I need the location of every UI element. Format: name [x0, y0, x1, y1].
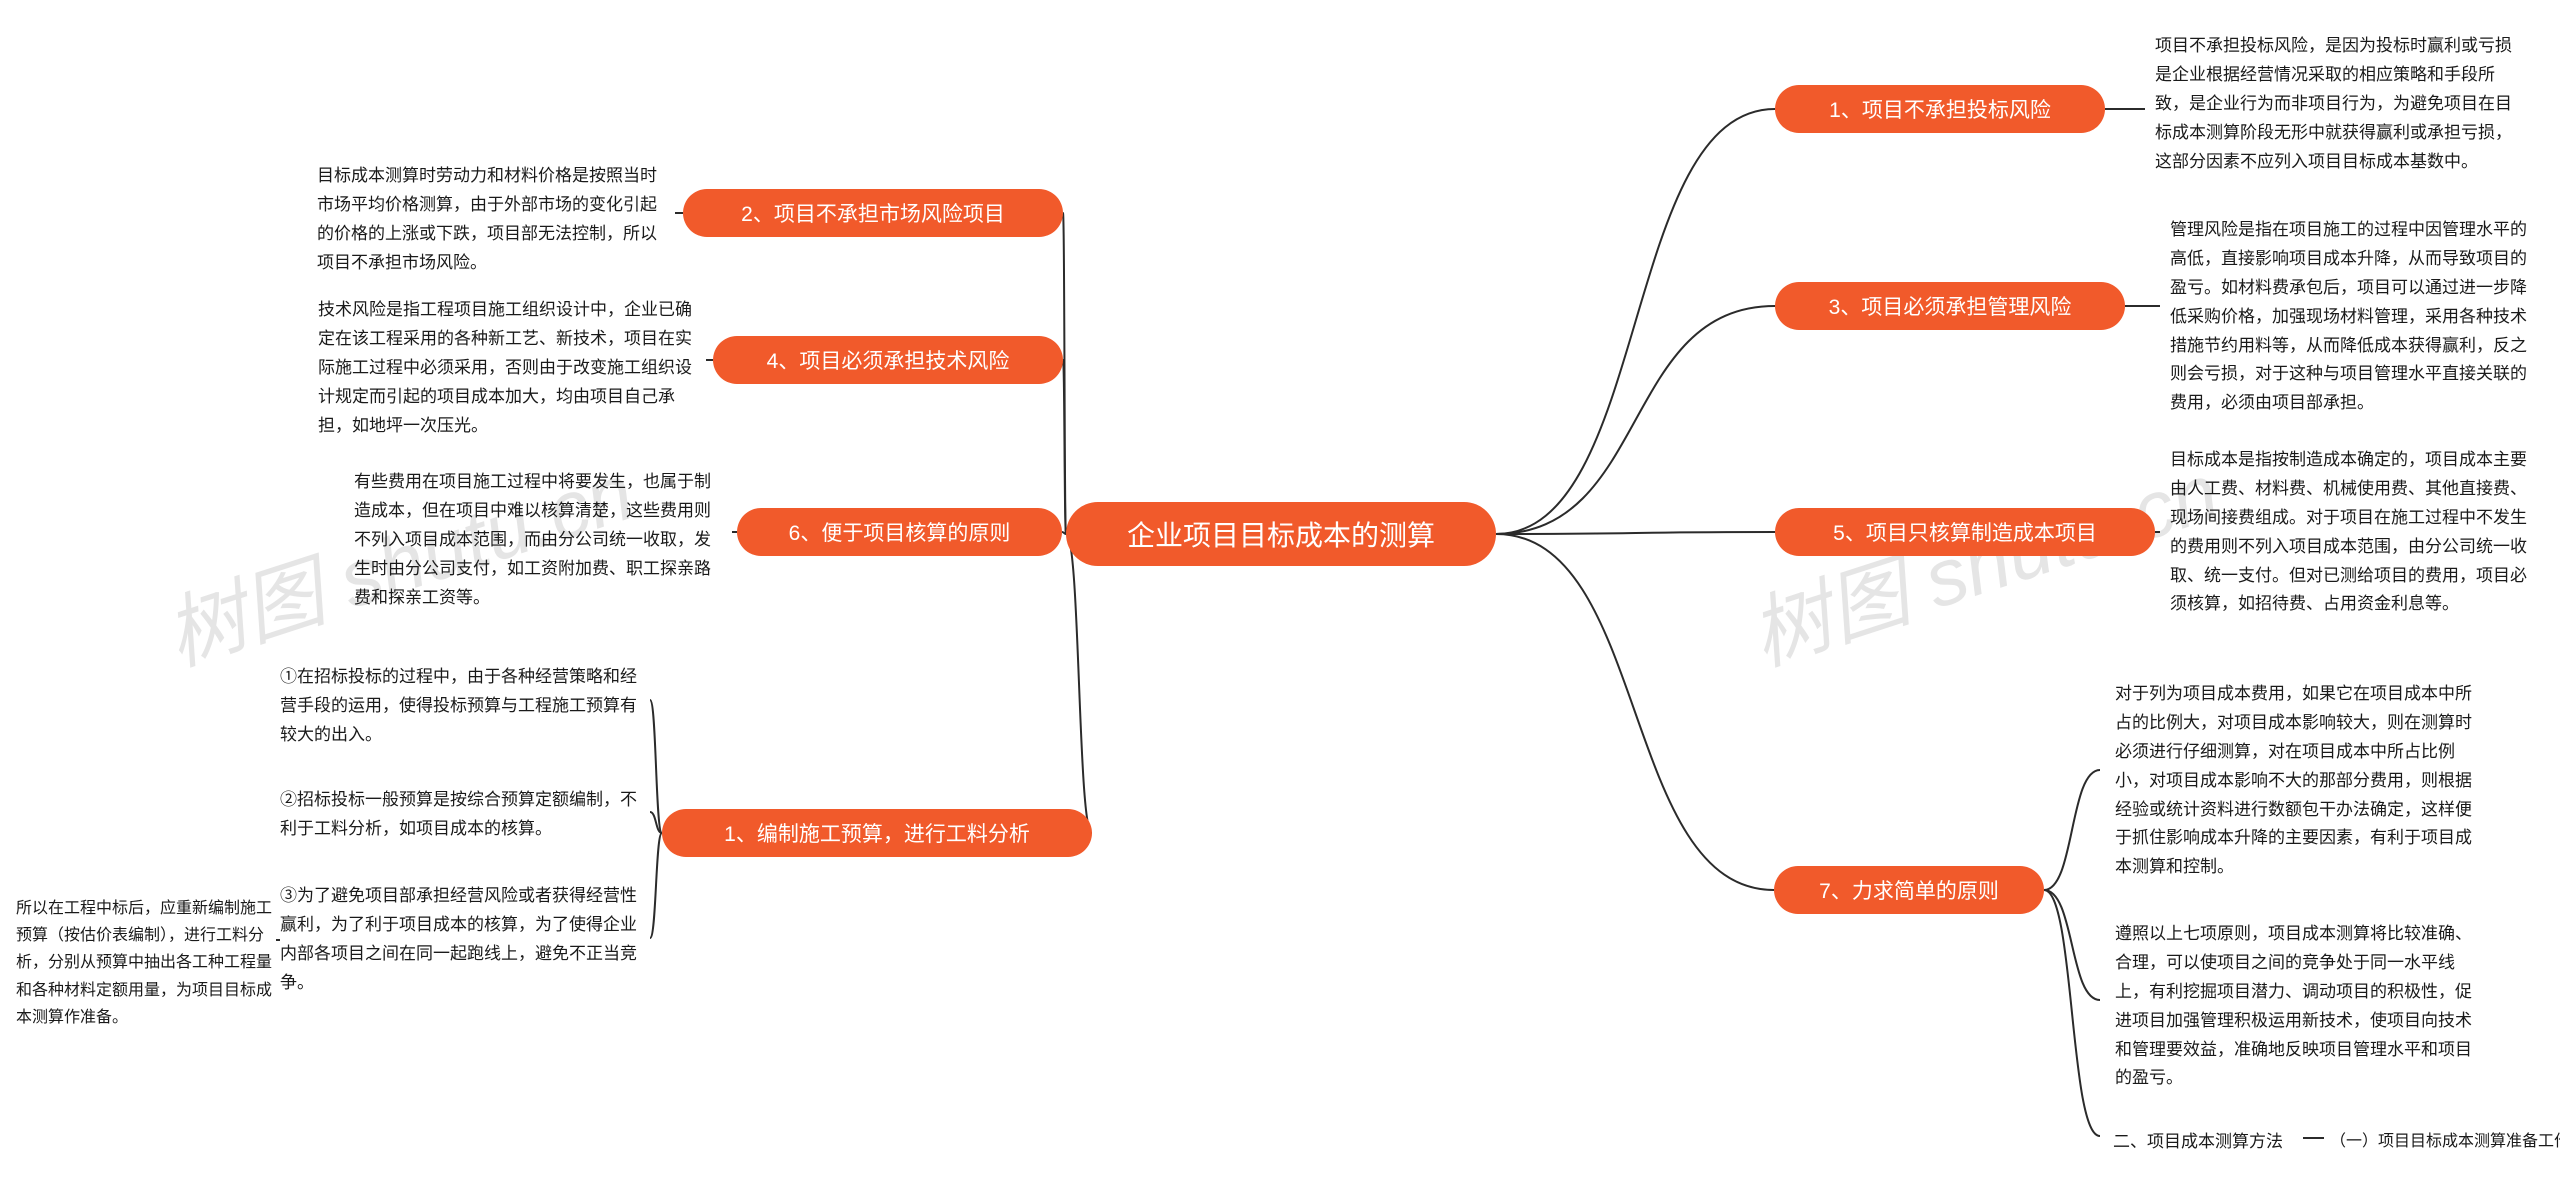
branch-node: 7、力求简单的原则 [1774, 866, 2044, 914]
node-subdesc: ②招标投标一般预算是按综合预算定额编制，不利于工料分析，如项目成本的核算。 [280, 786, 640, 844]
branch-node: 3、项目必须承担管理风险 [1775, 282, 2125, 330]
center-node: 企业项目目标成本的测算 [1066, 502, 1496, 566]
node-subdesc: ①在招标投标的过程中，由于各种经营策略和经营手段的运用，使得投标预算与工程施工预… [280, 663, 640, 750]
node-subdesc: 对于列为项目成本费用，如果它在项目成本中所占的比例大，对项目成本影响较大，则在测… [2115, 680, 2485, 882]
node-desc: 管理风险是指在项目施工的过程中因管理水平的高低，直接影响项目成本升降，从而导致项… [2170, 216, 2540, 418]
branch-node: 5、项目只核算制造成本项目 [1775, 508, 2155, 556]
node-desc: 项目不承担投标风险，是因为投标时赢利或亏损是企业根据经营情况采取的相应策略和手段… [2155, 32, 2525, 176]
branch-node: 1、项目不承担投标风险 [1775, 85, 2105, 133]
node-subdesc: 遵照以上七项原则，项目成本测算将比较准确、合理，可以使项目之间的竞争处于同一水平… [2115, 920, 2485, 1093]
node-desc: 目标成本是指按制造成本确定的，项目成本主要由人工费、材料费、机械使用费、其他直接… [2170, 446, 2540, 619]
branch-node: 4、项目必须承担技术风险 [713, 336, 1063, 384]
branch-node: 2、项目不承担市场风险项目 [683, 189, 1063, 237]
node-far-desc: 所以在工程中标后，应重新编制施工预算（按估价表编制），进行工料分析，分别从预算中… [16, 895, 276, 1031]
branch-node: 6、便于项目核算的原则 [737, 508, 1062, 556]
node-subdesc: 二、项目成本测算方法 [2113, 1128, 2313, 1157]
node-subdesc: （一）项目目标成本测算准备工作 [2330, 1128, 2560, 1155]
node-desc: 目标成本测算时劳动力和材料价格是按照当时市场平均价格测算，由于外部市场的变化引起… [317, 162, 667, 278]
branch-node: 1、编制施工预算，进行工料分析 [662, 809, 1092, 857]
node-subdesc: ③为了避免项目部承担经营风险或者获得经营性赢利，为了利于项目成本的核算，为了使得… [280, 882, 640, 998]
node-desc: 技术风险是指工程项目施工组织设计中，企业已确定在该工程采用的各种新工艺、新技术，… [318, 296, 698, 440]
node-desc: 有些费用在项目施工过程中将要发生，也属于制造成本，但在项目中难以核算清楚，这些费… [354, 468, 724, 612]
